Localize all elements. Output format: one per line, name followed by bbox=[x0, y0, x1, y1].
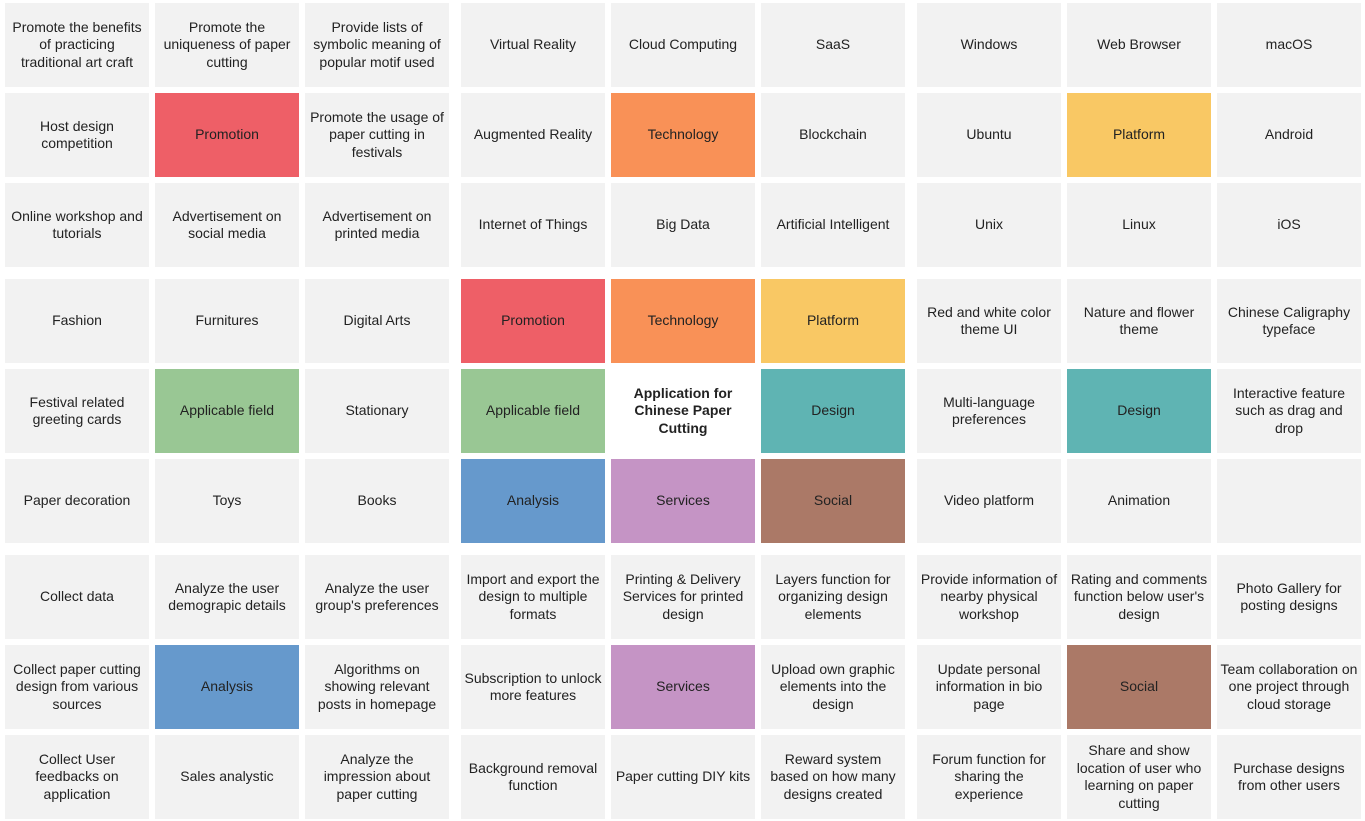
cell-technology: Technology bbox=[611, 93, 755, 177]
cell-web-browser: Web Browser bbox=[1067, 3, 1211, 87]
cell-promote-the-usage-of-paper-cutting-in-festivals: Promote the usage of paper cutting in fe… bbox=[305, 93, 449, 177]
cell-big-data: Big Data bbox=[611, 183, 755, 267]
cell-promote-the-benefits-of-practicing-traditional-art-craft: Promote the benefits of practicing tradi… bbox=[5, 3, 149, 87]
cell-algorithms-on-showing-relevant-posts-in-homepage: Algorithms on showing relevant posts in … bbox=[305, 645, 449, 729]
cell-augmented-reality: Augmented Reality bbox=[461, 93, 605, 177]
cell-promotion: Promotion bbox=[155, 93, 299, 177]
cell-stationary: Stationary bbox=[305, 369, 449, 453]
cell-sales-analystic: Sales analystic bbox=[155, 735, 299, 819]
cell-applicable-field: Applicable field bbox=[155, 369, 299, 453]
cell-import-and-export-the-design-to-multiple-formats: Import and export the design to multiple… bbox=[461, 555, 605, 639]
cell-furnitures: Furnitures bbox=[155, 279, 299, 363]
cell-virtual-reality: Virtual Reality bbox=[461, 3, 605, 87]
cell-chinese-caligraphy-typeface: Chinese Caligraphy typeface bbox=[1217, 279, 1361, 363]
cell-reward-system-based-on-how-many-designs-created: Reward system based on how many designs … bbox=[761, 735, 905, 819]
cell-red-and-white-color-theme-ui: Red and white color theme UI bbox=[917, 279, 1061, 363]
cell-layers-function-for-organizing-design-elements: Layers function for organizing design el… bbox=[761, 555, 905, 639]
cell-analysis: Analysis bbox=[461, 459, 605, 543]
cell-festival-related-greeting-cards: Festival related greeting cards bbox=[5, 369, 149, 453]
cell-platform: Platform bbox=[1067, 93, 1211, 177]
cell-analyze-the-user-demograpic-details: Analyze the user demograpic details bbox=[155, 555, 299, 639]
cell-social: Social bbox=[1067, 645, 1211, 729]
cell-promote-the-uniqueness-of-paper-cutting: Promote the uniqueness of paper cutting bbox=[155, 3, 299, 87]
cell-share-and-show-location-of-user-who-learning-on-paper-cutting: Share and show location of user who lear… bbox=[1067, 735, 1211, 819]
cell-subscription-to-unlock-more-features: Subscription to unlock more features bbox=[461, 645, 605, 729]
cell-unix: Unix bbox=[917, 183, 1061, 267]
cell-design: Design bbox=[761, 369, 905, 453]
cell-analyze-the-user-group-s-preferences: Analyze the user group's preferences bbox=[305, 555, 449, 639]
cell-toys: Toys bbox=[155, 459, 299, 543]
cell-photo-gallery-for-posting-designs: Photo Gallery for posting designs bbox=[1217, 555, 1361, 639]
cell-services: Services bbox=[611, 645, 755, 729]
cell-provide-information-of-nearby-physical-workshop: Provide information of nearby physical w… bbox=[917, 555, 1061, 639]
cell-promotion: Promotion bbox=[461, 279, 605, 363]
cell-cloud-computing: Cloud Computing bbox=[611, 3, 755, 87]
cell-saas: SaaS bbox=[761, 3, 905, 87]
cell-android: Android bbox=[1217, 93, 1361, 177]
cell-windows: Windows bbox=[917, 3, 1061, 87]
cell-social: Social bbox=[761, 459, 905, 543]
cell-collect-paper-cutting-design-from-various-sources: Collect paper cutting design from variou… bbox=[5, 645, 149, 729]
cell-paper-cutting-diy-kits: Paper cutting DIY kits bbox=[611, 735, 755, 819]
cell-ios: iOS bbox=[1217, 183, 1361, 267]
cell-online-workshop-and-tutorials: Online workshop and tutorials bbox=[5, 183, 149, 267]
cell-provide-lists-of-symbolic-meaning-of-popular-motif-used: Provide lists of symbolic meaning of pop… bbox=[305, 3, 449, 87]
cell-advertisement-on-printed-media: Advertisement on printed media bbox=[305, 183, 449, 267]
cell-nature-and-flower-theme: Nature and flower theme bbox=[1067, 279, 1211, 363]
cell-purchase-designs-from-other-users: Purchase designs from other users bbox=[1217, 735, 1361, 819]
cell-host-design-competition: Host design competition bbox=[5, 93, 149, 177]
cell-background-removal-function: Background removal function bbox=[461, 735, 605, 819]
cell-applicable-field: Applicable field bbox=[461, 369, 605, 453]
cell-advertisement-on-social-media: Advertisement on social media bbox=[155, 183, 299, 267]
cell-video-platform: Video platform bbox=[917, 459, 1061, 543]
cell-upload-own-graphic-elements-into-the-design: Upload own graphic elements into the des… bbox=[761, 645, 905, 729]
cell-linux: Linux bbox=[1067, 183, 1211, 267]
cell-technology: Technology bbox=[611, 279, 755, 363]
cell-fashion: Fashion bbox=[5, 279, 149, 363]
cell-platform: Platform bbox=[761, 279, 905, 363]
cell-collect-user-feedbacks-on-application: Collect User feedbacks on application bbox=[5, 735, 149, 819]
cell-collect-data: Collect data bbox=[5, 555, 149, 639]
cell-interactive-feature-such-as-drag-and-drop: Interactive feature such as drag and dro… bbox=[1217, 369, 1361, 453]
cell-internet-of-things: Internet of Things bbox=[461, 183, 605, 267]
cell-rating-and-comments-function-below-user-s-design: Rating and comments function below user'… bbox=[1067, 555, 1211, 639]
cell-analysis: Analysis bbox=[155, 645, 299, 729]
cell-team-collaboration-on-one-project-through-cloud-storage: Team collaboration on one project throug… bbox=[1217, 645, 1361, 729]
cell-analyze-the-impression-about-paper-cutting: Analyze the impression about paper cutti… bbox=[305, 735, 449, 819]
cell-central-theme: Application for Chinese Paper Cutting bbox=[611, 369, 755, 453]
cell-multi-language-preferences: Multi-language preferences bbox=[917, 369, 1061, 453]
cell-books: Books bbox=[305, 459, 449, 543]
cell-digital-arts: Digital Arts bbox=[305, 279, 449, 363]
cell-artificial-intelligent: Artificial Intelligent bbox=[761, 183, 905, 267]
cell-macos: macOS bbox=[1217, 3, 1361, 87]
cell-blockchain: Blockchain bbox=[761, 93, 905, 177]
cell-paper-decoration: Paper decoration bbox=[5, 459, 149, 543]
cell-ubuntu: Ubuntu bbox=[917, 93, 1061, 177]
cell-design: Design bbox=[1067, 369, 1211, 453]
cell-update-personal-information-in-bio-page: Update personal information in bio page bbox=[917, 645, 1061, 729]
cell-forum-function-for-sharing-the-experience: Forum function for sharing the experienc… bbox=[917, 735, 1061, 819]
cell-printing-delivery-services-for-printed-design: Printing & Delivery Services for printed… bbox=[611, 555, 755, 639]
cell-empty bbox=[1217, 459, 1361, 543]
cell-services: Services bbox=[611, 459, 755, 543]
cell-animation: Animation bbox=[1067, 459, 1211, 543]
